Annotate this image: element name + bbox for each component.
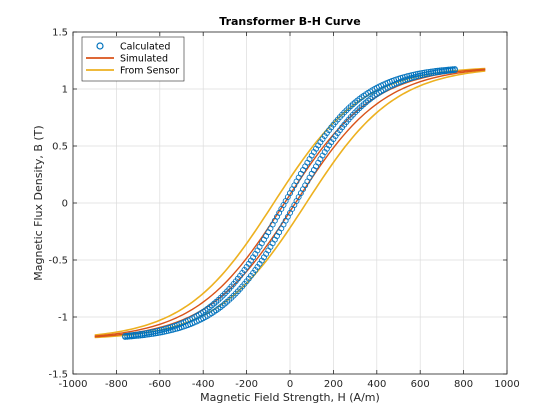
data-point (421, 69, 428, 76)
data-point (141, 330, 148, 337)
data-point (128, 332, 135, 339)
data-point (137, 331, 144, 338)
data-point (451, 66, 458, 73)
x-tick-label: -600 (148, 379, 171, 390)
data-point (428, 68, 434, 75)
data-point (135, 331, 142, 338)
data-point (410, 71, 417, 78)
data-point (436, 67, 443, 74)
data-point (126, 332, 133, 339)
y-axis-label: Magnetic Flux Density, B (T) (32, 125, 45, 280)
legend-marker-calculated (96, 42, 104, 50)
x-tick-label: 0 (287, 379, 293, 390)
data-point (423, 69, 430, 76)
y-tick-label: -1 (58, 313, 68, 324)
legend-label: Simulated (120, 54, 168, 65)
data-point (130, 332, 137, 338)
data-point (122, 333, 129, 339)
y-tick-label: 1.5 (52, 28, 68, 39)
data-point (419, 70, 426, 76)
chart-title: Transformer B-H Curve (219, 15, 360, 28)
y-tick-label: 0.5 (52, 142, 68, 153)
x-tick-label: -1000 (58, 379, 87, 390)
data-point (447, 66, 454, 73)
y-tick-label: -1.5 (48, 370, 68, 381)
x-tick-label: 400 (367, 379, 386, 390)
x-tick-label: -200 (235, 379, 258, 390)
y-tick-label: 1 (62, 85, 68, 96)
data-point (438, 67, 445, 74)
series-layer (94, 66, 486, 340)
data-point (150, 328, 157, 335)
data-point (415, 70, 421, 77)
data-point (145, 329, 152, 336)
data-point (425, 68, 432, 75)
data-point (432, 68, 439, 74)
x-tick-label: 600 (411, 379, 430, 390)
x-tick-label: -800 (105, 379, 128, 390)
data-point (139, 330, 146, 337)
y-tick-label: 0 (62, 199, 68, 210)
data-point (417, 70, 424, 77)
data-point (445, 66, 452, 73)
data-point (152, 328, 159, 335)
y-tick-label: -0.5 (48, 256, 68, 267)
data-point (412, 71, 419, 78)
axis-ticks (72, 31, 508, 375)
data-point (132, 331, 139, 338)
series-0-descending (122, 66, 458, 339)
x-tick-label: -400 (192, 379, 215, 390)
data-point (148, 329, 155, 336)
data-point (441, 67, 448, 73)
data-point (430, 68, 437, 75)
legend-label: Calculated (120, 42, 170, 53)
x-tick-label: 200 (324, 379, 343, 390)
x-axis-label: Magnetic Field Strength, H (A/m) (200, 391, 380, 404)
x-tick-label: 1000 (494, 379, 519, 390)
data-point (449, 66, 456, 73)
data-point (443, 66, 450, 73)
x-tick-label: 800 (454, 379, 473, 390)
data-point (434, 67, 441, 74)
axis-tick-labels: -1000 -800 -600 -400 -200 0 200 400 600 800 1000 -1… (48, 28, 519, 391)
data-point (408, 72, 415, 79)
data-point (124, 332, 131, 339)
legend-label: From Sensor (120, 66, 179, 77)
data-point (143, 330, 150, 336)
legend-box (81, 36, 185, 82)
